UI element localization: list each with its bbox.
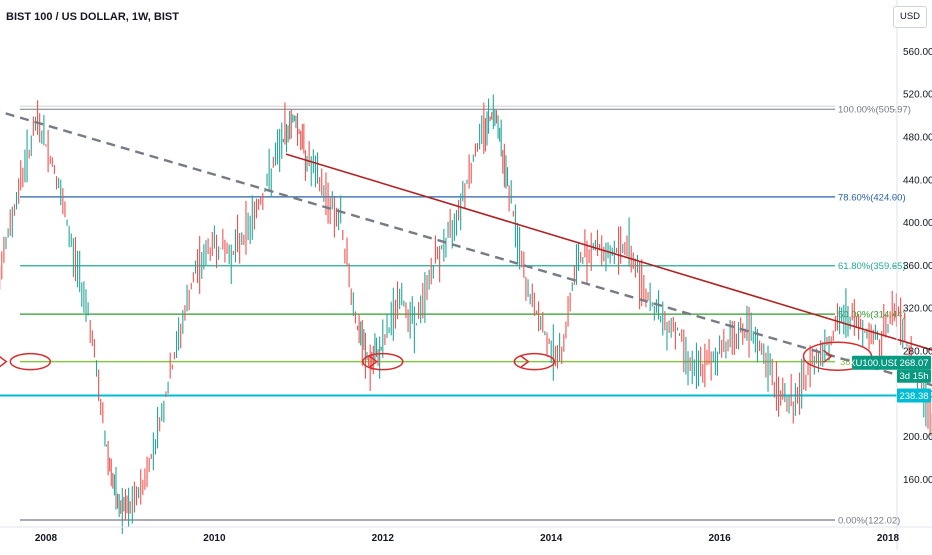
circle-annotation <box>9 352 52 371</box>
last-price-label: 268.07 <box>899 358 928 369</box>
support-price-label: 238.38 <box>899 391 928 402</box>
arrow-annotation <box>368 355 379 369</box>
fib-level-label: 50.00%(314.44) <box>838 310 906 321</box>
x-tick-label: 2014 <box>540 533 563 544</box>
symbol-label-box <box>852 355 898 370</box>
y-tick-label: 160.00 <box>903 475 932 486</box>
y-tick-label: 400.00 <box>903 218 932 229</box>
countdown-label-box <box>897 369 931 383</box>
fibonacci-layer: 100.00%(505.97)-78.60%(424.00)-61.80%(35… <box>0 105 911 526</box>
currency-button[interactable]: USD <box>893 6 927 28</box>
fib-level-dash: - <box>893 105 896 116</box>
trendline-layer <box>0 110 932 387</box>
last-price-label-box <box>897 355 931 370</box>
annotation-layer <box>0 341 873 372</box>
fib-level-label: 0.00%(122.02) <box>838 515 900 526</box>
fib-level-label: 78.60%(424.00) <box>838 192 906 203</box>
fib-level-label: 100.00%(505.97) <box>838 105 911 116</box>
countdown-label: 3d 15h <box>899 371 928 382</box>
x-tick-label: 2008 <box>35 533 58 544</box>
chart-title: BIST 100 / US DOLLAR, 1W, BIST <box>6 11 179 23</box>
y-tick-label: 480.00 <box>903 132 932 143</box>
symbol-label: XU100.USD <box>849 358 901 369</box>
y-tick-label: 520.00 <box>903 90 932 101</box>
x-tick-label: 2010 <box>203 533 226 544</box>
arrow-annotation <box>823 349 833 363</box>
fib-level-label: 61.80%(359.65) <box>838 261 906 272</box>
x-tick-label: 2016 <box>708 533 731 544</box>
y-tick-label: 320.00 <box>903 304 932 315</box>
y-tick-label: 200.00 <box>903 432 932 443</box>
dashed-trendline <box>0 110 932 387</box>
arrow-annotation <box>519 355 530 369</box>
support-price-label-box <box>897 388 931 403</box>
y-tick-label: 280.00 <box>903 346 932 357</box>
circle-annotation <box>513 352 556 371</box>
red-trendline <box>285 153 932 351</box>
fib-level-dash: - <box>893 261 896 272</box>
y-tick-label: 360.00 <box>903 261 932 272</box>
arrow-annotation <box>0 355 8 368</box>
fib-level-dash: - <box>893 192 896 203</box>
x-tick-label: 2012 <box>372 533 395 544</box>
y-tick-label: 560.00 <box>903 47 932 58</box>
circle-annotation <box>362 352 404 371</box>
y-tick-label: 440.00 <box>903 175 932 186</box>
x-tick-label: 2018 <box>877 533 900 544</box>
fib-level-label: 38. <box>840 357 853 368</box>
